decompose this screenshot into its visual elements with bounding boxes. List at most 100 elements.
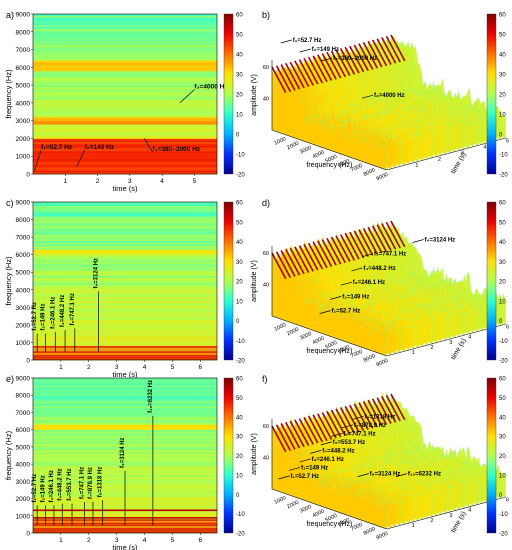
x-tick-label: 4000 <box>312 150 326 161</box>
spectrogram-row <box>33 446 217 450</box>
spectrogram-row <box>33 212 217 215</box>
spectrogram-row <box>33 338 217 342</box>
waterfall-hot-ridge <box>330 50 346 78</box>
x-axis-label: time (s) <box>113 370 139 379</box>
waterfall-hot-ridge <box>317 54 333 81</box>
colorbar-tick-label: -10 <box>236 512 245 518</box>
waterfall-hot-ridge <box>326 237 342 265</box>
annotation-arrow <box>361 253 374 258</box>
x-tick-label: 2 <box>87 537 91 544</box>
spectrogram-row <box>33 441 217 444</box>
spectrogram-row <box>33 26 217 29</box>
spectrogram-row <box>33 67 217 70</box>
colorbar-tick-label: 30 <box>236 260 243 266</box>
spectrogram-row <box>33 147 217 150</box>
annotation-arrow <box>34 150 42 171</box>
spectrogram-row <box>33 317 217 321</box>
y-tick-label: 4 <box>468 508 471 514</box>
spectrogram-row <box>33 165 217 168</box>
spectrogram-row <box>33 110 217 113</box>
x-tick-label: 5 <box>193 178 197 185</box>
spectrogram-row <box>33 443 217 446</box>
spectrogram-row <box>33 275 217 278</box>
waterfall-hot-ridge <box>312 55 328 83</box>
waterfall-hot-ridge <box>303 417 319 444</box>
spectrogram-row <box>33 414 217 417</box>
x-tick-label: 4 <box>143 537 147 544</box>
annotation-label: f₁₀=6232 Hz <box>408 472 441 478</box>
x-tick-label: 9000 <box>375 358 389 369</box>
colorbar-tick-label: 20 <box>499 93 506 99</box>
spectrogram-row <box>33 101 217 104</box>
spectrogram-row <box>33 431 217 434</box>
annotation-label: f₇=878.9 Hz <box>354 423 386 429</box>
spectrogram-row <box>33 409 217 412</box>
x-tick-label: 4000 <box>312 336 326 347</box>
spectrogram-row <box>33 323 217 326</box>
spectrogram-row <box>33 316 217 319</box>
waterfall-hot-ridge <box>330 409 346 437</box>
panel-label: e) <box>6 374 14 384</box>
spectrogram-row <box>33 457 217 460</box>
spectrogram-row <box>33 74 217 77</box>
waterfall-hot-ridge <box>385 221 401 249</box>
plot-frame <box>32 377 218 534</box>
waterfall-hot-ridge <box>367 40 383 68</box>
colorbar-tick-label: 30 <box>499 435 506 441</box>
y-tick-label: 3000 <box>16 479 31 486</box>
colorbar-tick-label: 20 <box>236 454 243 460</box>
spectrogram-row <box>33 321 217 324</box>
waterfall-strip <box>271 426 387 530</box>
annotation-arrow <box>357 473 369 477</box>
annotation-label: f₁=52.7 Hz <box>41 144 73 151</box>
spectrogram-row <box>33 30 217 33</box>
annotation-label: f₆=3124 Hz <box>94 258 100 289</box>
waterfall-hot-ridge <box>362 228 378 255</box>
spectrogram-row <box>33 126 217 129</box>
y-tick-label: 4000 <box>16 287 31 294</box>
waterfall-hot-ridge <box>307 415 324 443</box>
panel-label: b) <box>262 10 270 20</box>
spectrogram-row <box>33 455 217 458</box>
annotation-label: f₄=380–2000 Hz <box>333 56 377 62</box>
waterfall-hot-ridge <box>303 244 319 271</box>
z-axis-label: amplitude (V) <box>251 260 258 302</box>
spectrogram-row <box>33 35 217 38</box>
spectrogram-row <box>33 202 217 205</box>
spectrogram-row <box>33 415 217 419</box>
colorbar-tick-label: 10 <box>499 473 506 479</box>
y-tick-label: 4000 <box>16 100 31 107</box>
x-tick-label: 1 <box>59 537 63 544</box>
spectrogram-row <box>33 127 217 130</box>
waterfall-hot-ridge <box>289 420 305 448</box>
spectrogram-row <box>33 319 217 322</box>
spectrogram-row <box>33 388 217 391</box>
freq-axis <box>271 315 387 357</box>
x-tick-label: 1000 <box>274 136 288 147</box>
waterfall-hot-ridge <box>307 242 324 270</box>
spectrogram-row <box>33 417 217 420</box>
spectrogram-row <box>33 88 217 91</box>
spectrogram-row <box>33 219 217 222</box>
y-tick-label: 5000 <box>16 444 31 451</box>
spectrogram-row <box>33 79 217 82</box>
spectrogram-row <box>33 205 217 208</box>
colorbar-bar <box>223 377 234 534</box>
waterfall-hot-ridge <box>376 224 392 251</box>
waterfall-hot-ridge <box>303 58 319 85</box>
waterfall-hot-ridge <box>298 418 314 445</box>
colorbar-tick-label: 50 <box>236 396 243 402</box>
colorbar-tick-label: 40 <box>236 415 243 421</box>
panel-label: c) <box>6 198 14 208</box>
spectrogram-row <box>33 324 217 328</box>
spectrogram-row <box>33 104 217 107</box>
spectrogram-row <box>33 288 217 291</box>
spectrogram-row <box>33 300 217 303</box>
spectrogram-row <box>33 129 217 132</box>
waterfall-hot-ridge <box>344 405 360 433</box>
annotation-label: f₅=747.1 Hz <box>374 252 406 258</box>
colorbar-b: 60 50 40 30 20 10 0 -10 -20 <box>486 13 508 179</box>
spectrogram-row <box>33 60 217 63</box>
y-tick-label: 2000 <box>16 322 31 329</box>
spectrogram-row <box>33 307 217 310</box>
